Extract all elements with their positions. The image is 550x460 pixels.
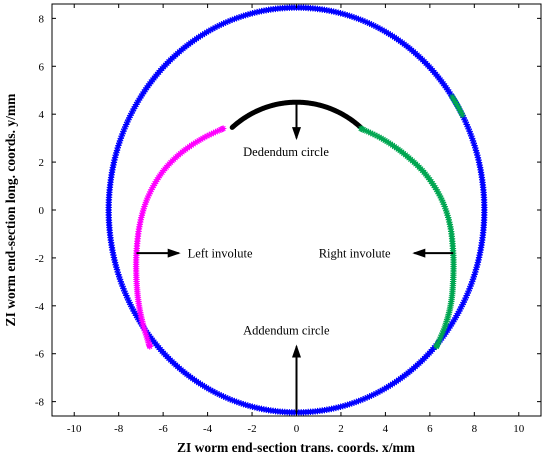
- x-tick-label: 8: [472, 423, 478, 435]
- annotation-arrow-head: [412, 248, 426, 258]
- x-tick-label: 2: [338, 423, 344, 435]
- y-tick-label: -2: [35, 253, 44, 265]
- y-tick-label: 4: [39, 109, 45, 121]
- y-tick-label: -4: [35, 301, 45, 313]
- y-tick-label: 6: [39, 61, 45, 73]
- x-tick-label: 6: [427, 423, 433, 435]
- annotation-label: Left involute: [188, 247, 253, 261]
- tick-layer: -10 -8 -6 -4 -2 0 2 4 6 8 10 -8 -6 -4 -2 0 2 4 6 8: [35, 4, 541, 435]
- left-involute-line: [135, 127, 224, 347]
- addendum-green-mark-markers: [449, 93, 466, 119]
- x-tick-label: -6: [159, 423, 169, 435]
- right-involute-line: [360, 127, 455, 347]
- x-axis-label: ZI worm end-section trans. coords. x/mm: [177, 440, 416, 455]
- x-tick-label: -10: [67, 423, 82, 435]
- y-tick-label: 0: [39, 205, 45, 217]
- x-tick-label: -2: [247, 423, 256, 435]
- y-tick-label: 8: [39, 13, 45, 25]
- y-tick-label: -6: [35, 349, 45, 361]
- right-involute-markers: [357, 125, 457, 350]
- annotation-layer: Dedendum circle Left involute Right involu…: [136, 102, 454, 413]
- y-axis-label: ZI worm end-section long. coords. y/mm: [3, 93, 18, 327]
- annotation-arrow-head: [292, 344, 301, 358]
- y-tick-label: 2: [39, 157, 45, 169]
- annotation-label: Right involute: [319, 247, 391, 261]
- x-tick-label: 0: [294, 423, 300, 435]
- x-tick-label: 10: [513, 423, 525, 435]
- annotation-arrow-head: [167, 248, 181, 258]
- annotation-label: Addendum circle: [243, 323, 330, 337]
- x-tick-label: -8: [114, 423, 124, 435]
- annotation-arrow-head: [292, 127, 301, 141]
- left-involute-markers: [132, 125, 227, 350]
- annotation-label: Dedendum circle: [243, 145, 329, 159]
- x-tick-label: 4: [383, 423, 389, 435]
- data-layer: [105, 4, 488, 416]
- y-tick-label: -8: [35, 397, 45, 409]
- x-tick-label: -4: [203, 423, 213, 435]
